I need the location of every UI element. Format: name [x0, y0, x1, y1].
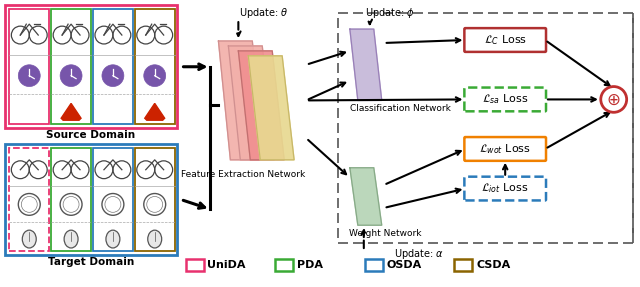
Bar: [10, 9, 49, 124]
Text: $\oplus$: $\oplus$: [607, 90, 621, 108]
Text: Update: $\theta$: Update: $\theta$: [239, 6, 288, 20]
Circle shape: [60, 65, 82, 87]
Text: OSDA: OSDA: [387, 260, 422, 270]
Text: Weight Network: Weight Network: [349, 229, 422, 238]
Bar: [135, 148, 175, 251]
Polygon shape: [218, 41, 264, 160]
Bar: [338, 13, 632, 243]
Polygon shape: [238, 51, 284, 160]
Text: Classification Network: Classification Network: [350, 104, 451, 113]
Polygon shape: [350, 29, 381, 100]
Polygon shape: [350, 168, 381, 225]
Text: $\mathcal{L}_{iot}$ Loss: $\mathcal{L}_{iot}$ Loss: [481, 182, 529, 195]
Polygon shape: [248, 56, 294, 160]
Bar: [135, 9, 175, 124]
Text: Source Domain: Source Domain: [47, 130, 136, 140]
Circle shape: [102, 65, 124, 87]
Text: UniDA: UniDA: [207, 260, 246, 270]
Text: Update: $\alpha$: Update: $\alpha$: [394, 247, 444, 261]
Bar: [5, 5, 177, 128]
Text: $\mathcal{L}_{sa}$ Loss: $\mathcal{L}_{sa}$ Loss: [482, 92, 529, 106]
Text: Target Domain: Target Domain: [48, 257, 134, 267]
Ellipse shape: [64, 230, 78, 248]
Polygon shape: [228, 46, 274, 160]
Bar: [365, 259, 383, 271]
Text: $\mathcal{L}_{wot}$ Loss: $\mathcal{L}_{wot}$ Loss: [479, 142, 531, 156]
Bar: [93, 148, 133, 251]
Polygon shape: [61, 103, 81, 120]
FancyBboxPatch shape: [465, 137, 546, 161]
Ellipse shape: [22, 230, 36, 248]
Circle shape: [19, 65, 40, 87]
Bar: [93, 9, 133, 124]
FancyBboxPatch shape: [465, 177, 546, 200]
FancyBboxPatch shape: [465, 88, 546, 111]
Text: $\mathcal{L}_C$ Loss: $\mathcal{L}_C$ Loss: [484, 33, 527, 47]
Text: CSDA: CSDA: [476, 260, 511, 270]
Polygon shape: [145, 103, 164, 120]
FancyBboxPatch shape: [465, 28, 546, 52]
Bar: [275, 259, 293, 271]
Text: PDA: PDA: [297, 260, 323, 270]
Text: Update: $\phi$: Update: $\phi$: [365, 6, 415, 20]
Ellipse shape: [148, 230, 162, 248]
Bar: [454, 259, 472, 271]
Bar: [51, 148, 91, 251]
Bar: [51, 9, 91, 124]
Circle shape: [601, 87, 627, 112]
Bar: [10, 148, 49, 251]
Ellipse shape: [106, 230, 120, 248]
Circle shape: [144, 65, 166, 87]
Bar: [5, 144, 177, 255]
Bar: [186, 259, 204, 271]
Text: Feature Extraction Network: Feature Extraction Network: [181, 170, 305, 179]
